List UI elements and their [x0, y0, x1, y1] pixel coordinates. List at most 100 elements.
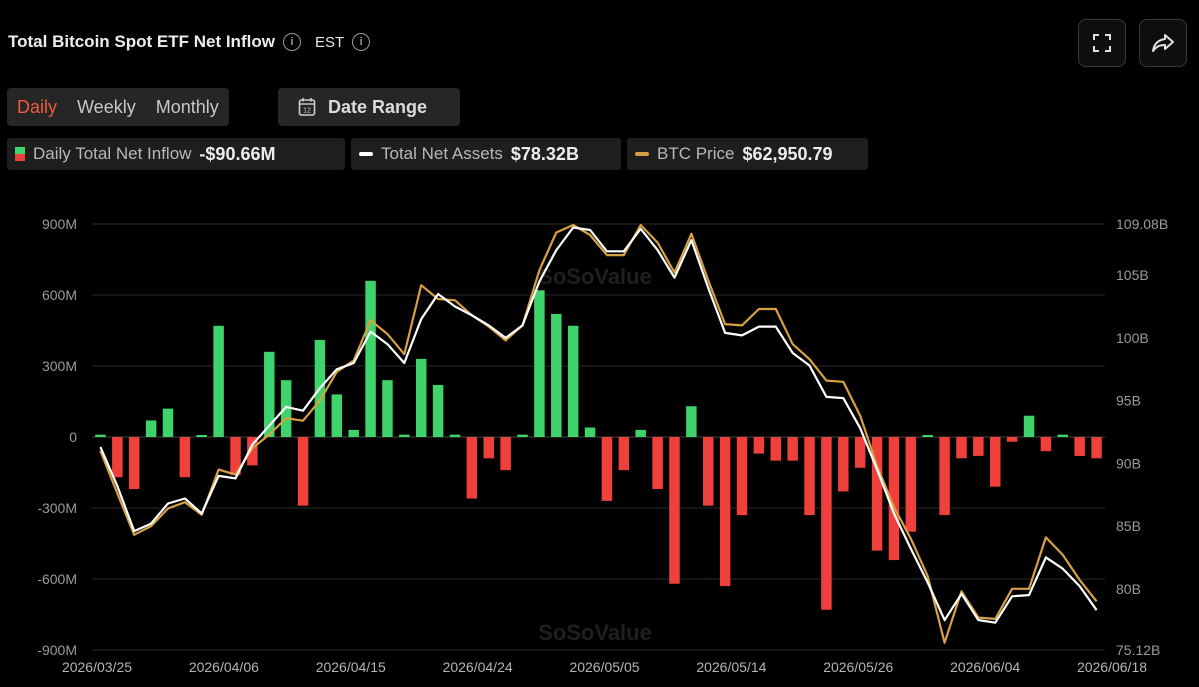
chart-title: Total Bitcoin Spot ETF Net Inflow [8, 32, 275, 51]
share-icon [1152, 34, 1174, 52]
chart-header: Total Bitcoin Spot ETF Net Inflow i EST … [8, 30, 371, 54]
total-net-assets-line [99, 226, 1098, 624]
x-tick-label: 2026/04/24 [443, 659, 513, 675]
inflow-bar [905, 437, 917, 532]
inflow-bar [854, 437, 866, 468]
legend-name: Total Net Assets [381, 144, 503, 163]
inflow-bar [230, 437, 241, 475]
y-left-tick-label: 300M [42, 358, 77, 374]
inflow-bar [770, 437, 782, 461]
line-swatch-icon [359, 152, 373, 156]
y-left-tick-label: 600M [42, 287, 77, 303]
inflow-bar [483, 437, 494, 459]
inflow-bar [956, 437, 967, 459]
share-button[interactable] [1139, 19, 1187, 67]
fullscreen-button[interactable] [1078, 19, 1126, 67]
y-right-tick-label: 85B [1116, 518, 1141, 534]
inflow-bar [382, 380, 393, 437]
tab-monthly[interactable]: Monthly [155, 96, 219, 117]
legend-value: $62,950.79 [742, 143, 833, 164]
watermark: SoSoValue [538, 620, 652, 645]
inflow-bar [247, 437, 258, 466]
y-left-tick-label: -600M [37, 571, 77, 587]
inflow-bar [196, 435, 207, 437]
info-icon[interactable]: i [352, 33, 371, 51]
inflow-bar [466, 437, 478, 499]
bar-swatch-icon [15, 147, 25, 161]
y-right-tick-label: 95B [1116, 393, 1141, 409]
legend-value: $78.32B [510, 143, 579, 164]
y-left-tick-label: 0 [69, 429, 77, 445]
calendar-icon: 12 [298, 98, 316, 116]
inflow-bar [871, 437, 883, 551]
legend-name: BTC Price [657, 144, 735, 163]
period-selector: Daily Weekly Monthly [7, 88, 229, 126]
tab-daily[interactable]: Daily [17, 96, 58, 117]
x-tick-label: 2026/05/05 [569, 659, 639, 675]
x-tick-label: 2026/04/06 [189, 659, 259, 675]
inflow-bar [719, 437, 731, 587]
inflow-bar [973, 437, 984, 456]
inflow-bar [365, 280, 376, 437]
inflow-bar [1091, 437, 1102, 459]
inflow-bar [922, 435, 933, 437]
inflow-bar [838, 437, 849, 492]
inflow-bar [567, 325, 579, 437]
inflow-bar [635, 429, 646, 437]
inflow-bar [686, 406, 697, 437]
y-right-tick-label: 105B [1116, 267, 1149, 283]
inflow-bar [179, 437, 191, 478]
x-tick-label: 2026/05/26 [823, 659, 893, 675]
inflow-bar [703, 437, 714, 506]
inflow-bar [821, 437, 832, 610]
inflow-bar [95, 434, 106, 437]
inflow-bar [162, 408, 174, 437]
x-tick-label: 2026/03/25 [62, 659, 132, 675]
inflow-bar [280, 380, 292, 437]
date-range-button[interactable]: 12 Date Range [278, 88, 460, 126]
inflow-bar [1074, 437, 1085, 456]
x-tick-label: 2026/04/15 [316, 659, 386, 675]
inflow-bar [736, 437, 748, 516]
inflow-bar [939, 437, 950, 516]
inflow-bar [331, 394, 343, 437]
inflow-bar [551, 313, 562, 437]
info-icon[interactable]: i [282, 33, 301, 51]
y-right-tick-label: 75.12B [1116, 642, 1160, 658]
y-right-tick-label: 100B [1116, 330, 1149, 346]
legend-daily-inflow[interactable]: Daily Total Net Inflow -$90.66M [7, 138, 345, 170]
inflow-bar [213, 325, 224, 437]
line-swatch-icon [635, 152, 649, 156]
date-range-label: Date Range [328, 96, 428, 117]
inflow-bar [264, 351, 275, 437]
legend-total-net-assets[interactable]: Total Net Assets $78.32B [351, 138, 621, 170]
tab-weekly[interactable]: Weekly [77, 96, 136, 117]
x-tick-label: 2026/06/18 [1077, 659, 1147, 675]
inflow-bar [669, 437, 680, 584]
legend-btc-price[interactable]: BTC Price $62,950.79 [627, 138, 868, 170]
inflow-bar [1006, 437, 1018, 442]
y-left-tick-label: 900M [42, 216, 77, 232]
legend-value: -$90.66M [199, 143, 276, 164]
inflow-bar [297, 437, 309, 506]
inflow-bar [348, 429, 359, 437]
inflow-bar [804, 437, 815, 516]
inflow-bar [888, 437, 900, 561]
inflow-bar [1057, 434, 1069, 437]
inflow-bar [128, 437, 140, 490]
inflow-bar [415, 358, 427, 437]
y-right-tick-label: 90B [1116, 455, 1141, 471]
inflow-bar [584, 427, 596, 437]
inflow-bar [517, 434, 528, 437]
inflow-bar [112, 437, 123, 478]
inflow-bar [449, 434, 461, 437]
fullscreen-icon [1093, 34, 1111, 52]
inflow-bar [753, 437, 765, 454]
watermark: SoSoValue [538, 264, 652, 289]
y-right-tick-label: 109.08B [1116, 216, 1168, 232]
inflow-bar [990, 437, 1001, 487]
inflow-bar [145, 420, 157, 437]
x-tick-label: 2026/06/04 [950, 659, 1020, 675]
timezone-label: EST [314, 33, 345, 51]
